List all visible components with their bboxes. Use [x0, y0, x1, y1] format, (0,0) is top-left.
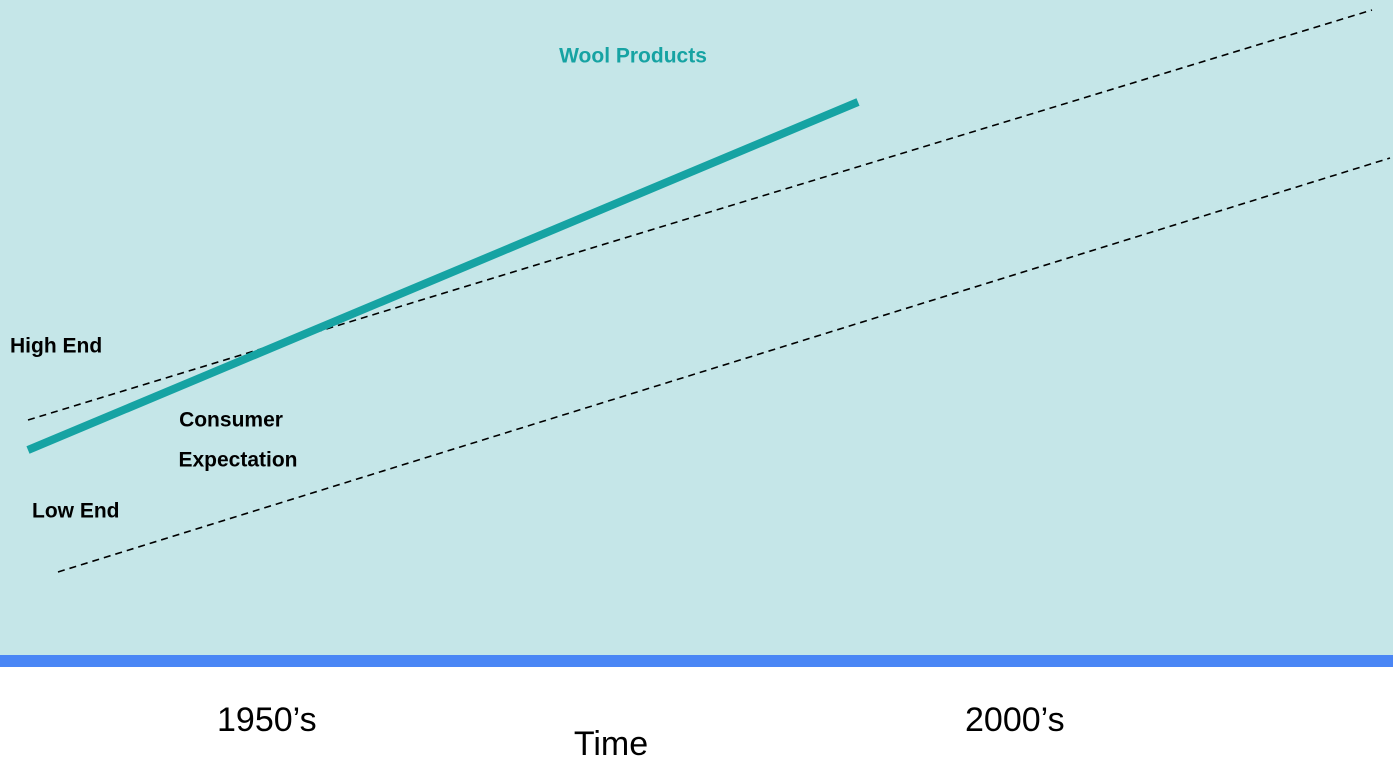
- high-end-line: [27, 9, 1373, 421]
- wool-products-line: [26, 98, 860, 454]
- low-end-label: Low End: [32, 500, 120, 523]
- time-end: 2000’s: [965, 701, 1065, 739]
- high-end-label: High End: [10, 335, 102, 358]
- plot-background: [0, 0, 1393, 655]
- expectation-label: Consumer: [179, 409, 283, 432]
- time-start: 1950’s: [217, 701, 317, 739]
- expectation-label: Expectation: [178, 449, 297, 472]
- time-label: Time: [574, 725, 648, 763]
- time-bar: [0, 655, 1393, 667]
- low-end-line: [57, 157, 1391, 573]
- wool-products-label: Wool Products: [559, 45, 707, 68]
